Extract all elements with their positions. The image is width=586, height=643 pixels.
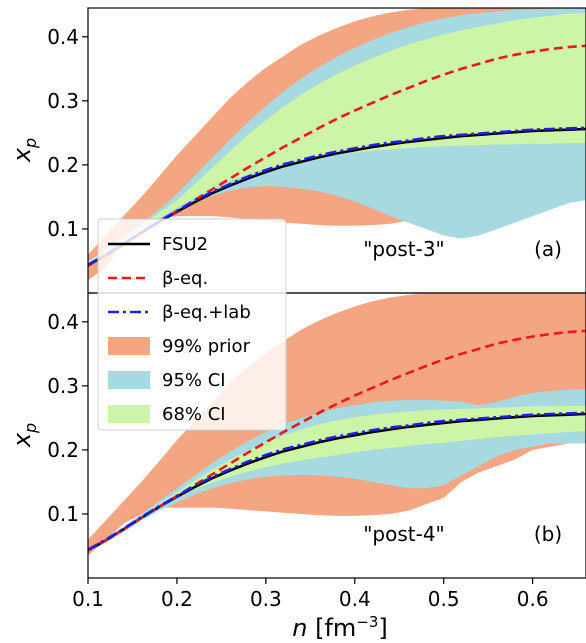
panel-b-label: (b): [534, 522, 562, 546]
panel-b-lines: [87, 329, 586, 552]
legend-label-0: FSU2: [162, 234, 208, 255]
panel-a-ytick-label: 0.3: [47, 89, 79, 113]
panel-b: 0.1 0.2 0.3 0.4 0.1 0.2 0.3 0.4 0.5 0.6 xp "post…: [8, 292, 586, 642]
x-tick-label: 0.3: [250, 587, 282, 611]
panel-a-band-2: [88, 12, 586, 264]
legend-label-4: 95% CI: [162, 370, 226, 391]
panel-a: 0.1 0.2 0.3 0.4 xp "post-3" (a): [8, 7, 586, 294]
panel-a-annotation: "post-3": [363, 237, 445, 261]
x-tick-label: 0.5: [428, 587, 460, 611]
panel-a-ytick-label: 0.2: [47, 153, 79, 177]
panel-a-label: (a): [534, 237, 562, 261]
panel-b-bands: [88, 293, 586, 556]
panel-b-ytick-label: 0.1: [47, 502, 79, 526]
panel-b-yticks: 0.1 0.2 0.3 0.4: [47, 310, 88, 526]
legend-label-5: 68% CI: [162, 404, 226, 425]
x-axis-label: n [fm−3]: [292, 613, 388, 642]
panel-a-series-2: [87, 126, 586, 266]
panel-b-frame: [87, 292, 586, 579]
legend-swatch-4: [108, 371, 150, 389]
panel-a-ytick-label: 0.1: [47, 217, 79, 241]
panel-b-series-2: [87, 411, 586, 551]
legend-label-3: 99% prior: [162, 336, 251, 357]
x-tick-label: 0.2: [161, 587, 193, 611]
panel-a-ytick-label: 0.4: [47, 25, 79, 49]
panel-b-band-2: [88, 405, 586, 552]
panel-b-ytick-label: 0.4: [47, 310, 79, 334]
panel-a-ylabel: xp: [8, 138, 40, 163]
legend-swatch-5: [108, 405, 150, 423]
legend-label-2: β-eq.+lab: [162, 302, 251, 323]
panel-a-lines: [87, 44, 586, 267]
panel-a-yticks: 0.1 0.2 0.3 0.4: [47, 25, 88, 241]
legend-items: FSU2 β-eq. β-eq.+lab 99% prior 95% CI 68% CI: [108, 234, 251, 425]
panel-b-ytick-label: 0.2: [47, 438, 79, 462]
panel-b-series-1: [87, 329, 586, 552]
legend-label-1: β-eq.: [162, 268, 208, 289]
panel-b-xticks: 0.1 0.2 0.3 0.4 0.5 0.6: [72, 578, 549, 611]
legend-swatch-3: [108, 337, 150, 355]
x-tick-label: 0.4: [339, 587, 371, 611]
x-tick-label: 0.1: [72, 587, 104, 611]
x-tick-label: 0.6: [517, 587, 549, 611]
panel-b-annotation: "post-4": [363, 522, 445, 546]
panel-b-ytick-label: 0.3: [47, 374, 79, 398]
panel-a-series-1: [87, 44, 586, 267]
panel-b-ylabel: xp: [8, 423, 40, 448]
legend: FSU2 β-eq. β-eq.+lab 99% prior 95% CI 68% CI: [97, 218, 287, 431]
panel-a-bands: [88, 8, 586, 281]
